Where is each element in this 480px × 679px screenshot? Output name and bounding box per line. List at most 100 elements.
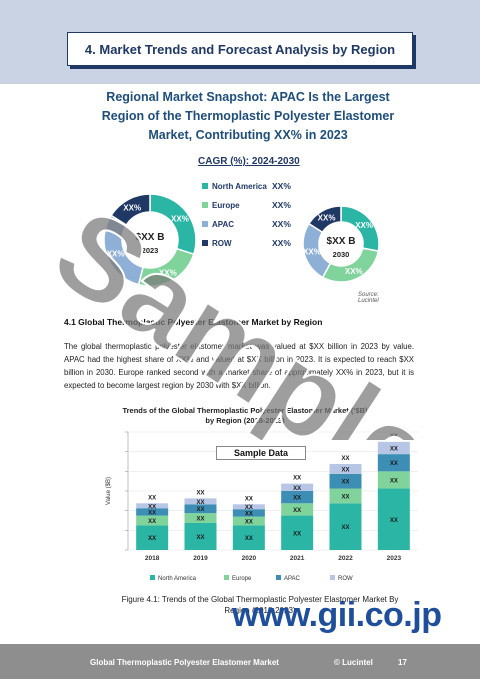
bar-segment	[281, 483, 314, 491]
sample-data-label: Sample Data	[216, 446, 306, 460]
legend-item: ROW XX%	[202, 235, 291, 251]
segment-label: XX	[390, 446, 398, 452]
bar-segment	[329, 488, 362, 504]
segment-label: XX	[341, 467, 349, 473]
total-label: XX	[341, 456, 349, 462]
chart-legend-label: Europe	[232, 576, 252, 582]
segment-label: XX	[196, 517, 204, 523]
slice-label: XX%	[159, 268, 177, 277]
legend-item: APAC XX%	[202, 216, 291, 232]
total-label: XX	[293, 476, 301, 482]
x-tick-label: 2021	[290, 555, 305, 562]
legend-item: Europe XX%	[202, 197, 291, 213]
segment-label: XX	[148, 504, 156, 510]
legend-swatch	[202, 221, 208, 227]
donut-year: 2023	[142, 246, 159, 255]
bar-segment	[232, 525, 265, 550]
segment-label: XX	[293, 508, 301, 514]
total-label: XX	[245, 496, 253, 502]
segment-label: XX	[341, 525, 349, 531]
bar-segment	[281, 491, 314, 504]
x-tick-label: 2022	[338, 555, 353, 562]
bar-segment	[281, 503, 314, 516]
source-note: Source: Lucintel	[358, 292, 379, 304]
footer-page-number: 17	[398, 658, 407, 667]
total-label: XX	[390, 434, 398, 440]
section-paragraph: The global thermoplastic polyester elast…	[64, 342, 414, 390]
segment-label: XX	[293, 496, 301, 502]
legend-value: XX%	[272, 219, 291, 229]
donut-slice	[307, 205, 342, 234]
bar-segment	[232, 516, 265, 526]
chart-legend-swatch	[150, 575, 155, 580]
legend-swatch	[202, 183, 208, 189]
bar-segment	[329, 473, 362, 489]
donut-center-value: $XX B	[136, 232, 165, 243]
watermark-url: www.gii.co.jp	[232, 596, 442, 634]
segment-label: XX	[196, 500, 204, 506]
bar-segment	[184, 504, 217, 514]
segment-label: XX	[148, 536, 156, 542]
legend-item: North America XX%	[202, 178, 291, 194]
slice-label: XX%	[123, 204, 141, 213]
bar-segment	[377, 441, 410, 455]
x-tick-label: 2019	[193, 555, 208, 562]
slice-label: XX%	[345, 267, 363, 276]
segment-label: XX	[148, 510, 156, 516]
chart-legend-swatch	[224, 575, 229, 580]
donut-year: 2030	[333, 250, 350, 259]
segment-label: XX	[293, 531, 301, 537]
legend-value: XX%	[272, 181, 291, 191]
bar-segment	[136, 515, 169, 526]
bar-segment	[329, 463, 362, 474]
bar-segment	[136, 525, 169, 550]
section-title: 4. Market Trends and Forecast Analysis b…	[84, 41, 396, 57]
legend-label: APAC	[212, 219, 235, 229]
bar-segment	[136, 508, 169, 516]
x-tick-label: 2018	[145, 555, 160, 562]
slice-label: XX%	[303, 247, 321, 256]
slice-label: XX%	[318, 214, 336, 223]
x-tick-label: 2023	[387, 555, 402, 562]
figure-caption: Figure 4.1: Trends of the Global Thermop…	[121, 595, 399, 615]
bar-segment	[281, 515, 314, 550]
segment-label: XX	[245, 511, 253, 517]
total-label: XX	[196, 490, 204, 496]
chart-legend-label: ROW	[338, 576, 353, 582]
legend-label: Europe	[212, 200, 240, 210]
legend-value: XX%	[272, 200, 291, 210]
bar-segment	[329, 503, 362, 550]
regional-snapshot: Regional Market Snapshot: APAC Is the La…	[98, 88, 398, 308]
bar-segment	[184, 513, 217, 523]
bar-segment	[232, 509, 265, 517]
snapshot-donuts: XX% XX% XX% XX% $XX B 2023 XX% XX% XX% XX% $XX B 2…	[103, 193, 380, 287]
slice-label: XX%	[171, 214, 189, 223]
section-title-box: 4. Market Trends and Forecast Analysis b…	[67, 32, 413, 66]
segment-label: XX	[245, 505, 253, 511]
donut-2023: XX% XX% XX% XX% $XX B 2023	[103, 193, 197, 287]
chart-legend-label: APAC	[284, 576, 301, 582]
bar-segment	[136, 503, 169, 509]
segment-label: XX	[390, 518, 398, 524]
legend-label: North America	[212, 181, 267, 191]
donut-slice	[110, 193, 151, 227]
bar-segment	[184, 522, 217, 550]
total-label: XX	[148, 495, 156, 501]
donut-2030: XX% XX% XX% XX% $XX B 2030	[302, 205, 380, 283]
page-footer	[0, 644, 480, 679]
slice-label: XX%	[355, 221, 373, 230]
bar-segment	[377, 471, 410, 489]
bar-segment	[232, 504, 265, 510]
legend-label: ROW	[212, 238, 232, 248]
segment-label: XX	[341, 494, 349, 500]
chart-legend-label: North America	[158, 576, 197, 582]
chart-legend-swatch	[276, 575, 281, 580]
segment-label: XX	[148, 519, 156, 525]
segment-label: XX	[390, 461, 398, 467]
bar-segment	[377, 488, 410, 550]
segment-label: XX	[341, 480, 349, 486]
segment-label: XX	[245, 536, 253, 542]
bar-segment	[377, 454, 410, 472]
cagr-title: CAGR (%): 2024-2030	[198, 156, 300, 167]
segment-label: XX	[293, 486, 301, 492]
